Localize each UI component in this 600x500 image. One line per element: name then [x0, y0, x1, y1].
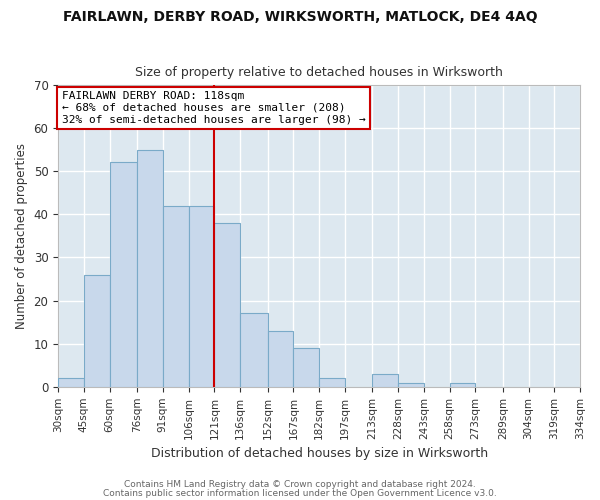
Title: Size of property relative to detached houses in Wirksworth: Size of property relative to detached ho… — [135, 66, 503, 80]
Bar — [84, 274, 110, 387]
Text: Contains public sector information licensed under the Open Government Licence v3: Contains public sector information licen… — [103, 488, 497, 498]
X-axis label: Distribution of detached houses by size in Wirksworth: Distribution of detached houses by size … — [151, 447, 488, 460]
Bar — [240, 314, 268, 387]
Bar — [319, 378, 345, 387]
Y-axis label: Number of detached properties: Number of detached properties — [15, 143, 28, 329]
Bar — [214, 223, 240, 387]
Bar — [58, 378, 84, 387]
Bar — [372, 374, 398, 387]
Bar — [398, 382, 424, 387]
Bar — [163, 206, 188, 387]
Bar — [293, 348, 319, 387]
Text: FAIRLAWN, DERBY ROAD, WIRKSWORTH, MATLOCK, DE4 4AQ: FAIRLAWN, DERBY ROAD, WIRKSWORTH, MATLOC… — [62, 10, 538, 24]
Bar — [268, 330, 293, 387]
Text: Contains HM Land Registry data © Crown copyright and database right 2024.: Contains HM Land Registry data © Crown c… — [124, 480, 476, 489]
Bar — [137, 150, 163, 387]
Bar — [110, 162, 137, 387]
Bar — [449, 382, 475, 387]
Bar — [188, 206, 214, 387]
Text: FAIRLAWN DERBY ROAD: 118sqm
← 68% of detached houses are smaller (208)
32% of se: FAIRLAWN DERBY ROAD: 118sqm ← 68% of det… — [62, 92, 365, 124]
